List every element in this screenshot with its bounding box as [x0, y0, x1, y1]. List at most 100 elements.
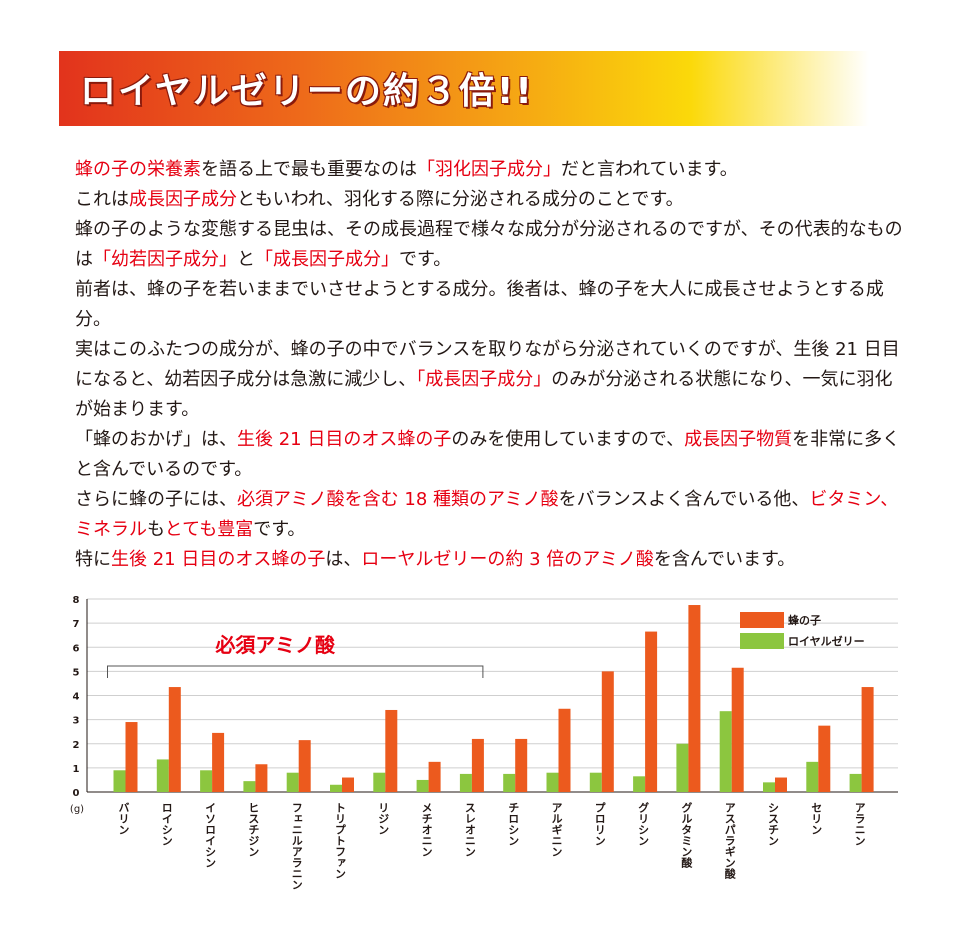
- body-run: だと言われています。: [561, 159, 738, 180]
- category-label: チロシン: [507, 802, 520, 846]
- bar-royal-jelly: [416, 779, 429, 792]
- highlight-text: 「成長因子成分」: [416, 369, 552, 390]
- bar-royal-jelly: [113, 770, 126, 792]
- category-label: スレオニン: [463, 802, 476, 857]
- highlight-text: 成長因子成分: [129, 189, 237, 210]
- body-run: と: [237, 249, 255, 270]
- body-text: 蜂の子の栄養素を語る上で最も重要なのは「羽化因子成分」だと言われています。 これは…: [75, 155, 905, 575]
- bar-royal-jelly: [763, 782, 775, 792]
- body-run: をバランスよく含んでいる他、: [558, 489, 810, 510]
- bar-bee-larva: [385, 709, 398, 792]
- body-run: 前者は、蜂の子を若いままでいさせようとする成分。後者は、蜂の子を大人に成長させよ…: [75, 279, 884, 330]
- bar-royal-jelly: [243, 781, 256, 792]
- paragraph-p8: 特に生後 21 日目のオス蜂の子は、ローヤルゼリーの約 3 倍のアミノ酸を含んで…: [75, 545, 905, 575]
- bar-royal-jelly: [200, 770, 213, 792]
- y-tick-label: 0: [73, 788, 80, 799]
- body-run: を語る上で最も重要なのは: [201, 159, 417, 180]
- unit-label: (g): [70, 804, 84, 815]
- category-label: ヒスチジン: [247, 802, 260, 857]
- bracket-label: 必須アミノ酸: [214, 633, 336, 657]
- highlight-text: 必須アミノ酸を含む 18 種類のアミノ酸: [237, 489, 559, 510]
- body-run: を含んでいます。: [653, 549, 796, 570]
- highlight-text: 生後 21 日目のオス蜂の子: [111, 549, 326, 570]
- highlight-text: とても豊富: [164, 519, 254, 540]
- y-tick-label: 2: [73, 740, 80, 751]
- paragraph-p7: さらに蜂の子には、必須アミノ酸を含む 18 種類のアミノ酸をバランスよく含んでい…: [75, 485, 905, 545]
- bar-royal-jelly: [286, 772, 299, 792]
- category-label: シスチン: [767, 802, 780, 846]
- bar-bee-larva: [558, 708, 571, 792]
- category-label: バリン: [117, 802, 130, 835]
- category-label: フェニルアラニン: [290, 802, 303, 890]
- highlight-text: 「成長因子成分」: [255, 249, 399, 270]
- highlight-text: ビタミン、ミネラル: [75, 489, 899, 540]
- bar-bee-larva: [818, 725, 831, 792]
- category-label: セリン: [810, 802, 823, 835]
- y-tick-label: 1: [73, 764, 80, 775]
- bar-bee-larva: [298, 740, 311, 792]
- body-run: これは: [75, 189, 129, 210]
- legend-label: ロイヤルゼリー: [788, 634, 865, 648]
- bar-royal-jelly: [373, 772, 386, 792]
- y-tick-label: 3: [73, 716, 80, 727]
- bar-royal-jelly: [806, 761, 819, 792]
- bar-bee-larva: [601, 671, 614, 792]
- highlight-text: 「羽化因子成分」: [417, 159, 561, 180]
- bar-bee-larva: [645, 631, 658, 792]
- category-label: メチオニン: [420, 802, 433, 857]
- paragraph-p3: 蜂の子のような変態する昆虫は、その成長過程で様々な成分が分泌されるのですが、その…: [75, 215, 905, 275]
- bar-royal-jelly: [503, 773, 516, 792]
- paragraph-p6: 「蜂のおかげ」は、生後 21 日目のオス蜂の子のみを使用していますので、成長因子…: [75, 425, 905, 485]
- highlight-text: 蜂の子の栄養素: [75, 159, 201, 180]
- category-label: アスパラギン酸: [723, 802, 736, 880]
- y-tick-label: 5: [73, 667, 80, 678]
- paragraph-p4: 前者は、蜂の子を若いままでいさせようとする成分。後者は、蜂の子を大人に成長させよ…: [75, 275, 905, 335]
- bar-bee-larva: [125, 722, 138, 792]
- bar-royal-jelly: [719, 711, 732, 792]
- bar-bee-larva: [255, 764, 268, 792]
- category-label: アラニン: [853, 802, 866, 846]
- y-tick-label: 7: [73, 619, 80, 630]
- legend-label: 蜂の子: [788, 613, 821, 627]
- highlight-text: 「幼若因子成分」: [93, 249, 237, 270]
- body-run: です。: [253, 519, 306, 540]
- body-run: さらに蜂の子には、: [75, 489, 237, 510]
- y-tick-label: 6: [73, 643, 80, 654]
- body-run: ともいわれ、羽化する際に分泌される成分のことです。: [237, 189, 684, 210]
- legend-swatch: [740, 633, 784, 649]
- bar-bee-larva: [168, 687, 181, 792]
- highlight-text: 成長因子物質: [684, 429, 793, 450]
- body-run: も: [147, 519, 165, 540]
- category-label: トリプトファン: [334, 802, 347, 879]
- bar-bee-larva: [212, 732, 225, 792]
- paragraph-p5: 実はこのふたつの成分が、蜂の子の中でバランスを取りながら分泌されていくのですが、…: [75, 335, 905, 425]
- category-label: リジン: [377, 802, 390, 835]
- paragraph-p2: これは成長因子成分ともいわれ、羽化する際に分泌される成分のことです。: [75, 185, 905, 215]
- bar-bee-larva: [688, 605, 701, 792]
- body-run: 特に: [75, 549, 111, 570]
- bar-royal-jelly: [546, 772, 559, 792]
- bar-royal-jelly: [330, 784, 342, 792]
- bar-royal-jelly: [633, 776, 646, 792]
- bar-bee-larva: [428, 761, 441, 792]
- paragraph-p1: 蜂の子の栄養素を語る上で最も重要なのは「羽化因子成分」だと言われています。: [75, 155, 905, 185]
- category-label: グルタミン酸: [680, 801, 693, 869]
- body-run: のみが分泌される状態になり、一気に羽化が始まります。: [75, 369, 893, 420]
- category-label: プロリン: [593, 802, 606, 846]
- legend-swatch: [740, 612, 784, 628]
- bar-royal-jelly: [589, 772, 602, 792]
- body-run: のみを使用していますので、: [451, 429, 685, 450]
- bar-bee-larva: [471, 738, 484, 792]
- page-title: ロイヤルゼリーの約３倍!!: [80, 71, 534, 112]
- body-run: 実はこのふたつの成分が、蜂の子の中でバランスを取りながら分泌されていくのですが、…: [75, 339, 900, 390]
- bar-bee-larva: [515, 738, 528, 792]
- bar-royal-jelly: [156, 759, 169, 792]
- bar-royal-jelly: [676, 743, 689, 792]
- bar-bee-larva: [861, 687, 874, 792]
- body-run: 蜂の子のような変態する昆虫は、その成長過程で様々な成分が分泌されるのですが、その…: [75, 219, 903, 270]
- body-run: です。: [399, 249, 452, 270]
- y-tick-label: 4: [73, 692, 80, 703]
- highlight-text: ローヤルゼリーの約 3 倍のアミノ酸: [361, 549, 654, 570]
- bar-royal-jelly: [459, 773, 472, 792]
- amino-acid-chart: 0 1 2 3 4 5 6 7 8 (g) バリン ロイシン イソロイシン ヒスチジン フェニルアラニン トリ…: [70, 595, 898, 890]
